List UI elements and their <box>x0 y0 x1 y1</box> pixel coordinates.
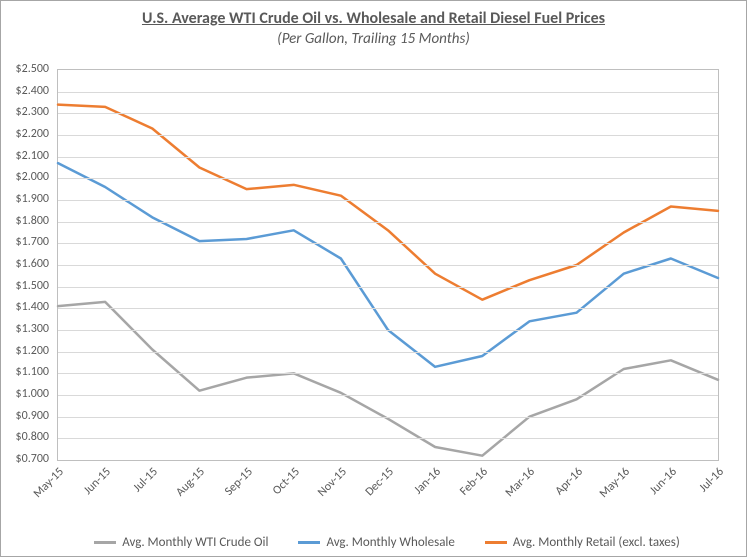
x-tick-label: Mar-16 <box>503 465 538 500</box>
y-tick-label: $2.500 <box>16 62 49 76</box>
y-tick-label: $1.500 <box>16 279 49 293</box>
y-tick-label: $0.900 <box>16 409 49 423</box>
x-tick-label: Dec-15 <box>363 465 397 499</box>
legend-item: Avg. Monthly Retail (excl. taxes) <box>485 535 680 550</box>
y-tick-label: $1.100 <box>16 365 49 379</box>
x-tick-label: May-15 <box>31 465 67 501</box>
x-tick-label: Jul-15 <box>131 465 161 495</box>
legend-item: Avg. Monthly Wholesale <box>298 535 454 550</box>
legend-swatch <box>94 541 116 544</box>
gridline <box>58 373 718 374</box>
gridline <box>58 308 718 309</box>
series-line <box>58 302 718 456</box>
gridline <box>58 92 718 93</box>
y-tick-label: $1.800 <box>16 214 49 228</box>
x-tick-label: Apr-16 <box>552 465 585 498</box>
legend: Avg. Monthly WTI Crude Oil Avg. Monthly W… <box>57 535 717 550</box>
gridline <box>58 330 718 331</box>
x-tick-label: Nov-15 <box>315 465 350 500</box>
gridline <box>58 113 718 114</box>
y-tick-label: $1.200 <box>16 344 49 358</box>
gridline <box>58 135 718 136</box>
gridline <box>58 243 718 244</box>
y-tick-label: $2.200 <box>16 127 49 141</box>
x-axis-ticks: May-15Jun-15Jul-15Aug-15Sep-15Oct-15Nov-… <box>57 463 717 533</box>
y-tick-label: $2.300 <box>16 105 49 119</box>
chart-container: U.S. Average WTI Crude Oil vs. Wholesale… <box>0 0 747 557</box>
legend-swatch <box>485 541 507 544</box>
x-tick-label: Aug-15 <box>174 465 208 499</box>
y-tick-label: $1.400 <box>16 300 49 314</box>
y-axis-ticks: $0.700$0.800$0.900$1.000$1.100$1.200$1.3… <box>1 69 53 459</box>
y-tick-label: $1.000 <box>16 387 49 401</box>
legend-label: Avg. Monthly Wholesale <box>326 535 454 550</box>
legend-item: Avg. Monthly WTI Crude Oil <box>94 535 268 550</box>
x-tick-label: Feb-16 <box>458 465 492 499</box>
legend-swatch <box>298 541 320 544</box>
y-tick-label: $1.700 <box>16 235 49 249</box>
x-tick-label: May-16 <box>597 465 633 501</box>
y-tick-label: $0.700 <box>16 452 49 466</box>
legend-label: Avg. Monthly WTI Crude Oil <box>122 535 268 550</box>
x-tick-label: Jun-16 <box>647 465 680 498</box>
y-tick-label: $1.900 <box>16 192 49 206</box>
gridline <box>58 178 718 179</box>
y-tick-label: $2.000 <box>16 170 49 184</box>
gridline <box>58 265 718 266</box>
gridline <box>58 395 718 396</box>
plot-area <box>57 69 719 461</box>
chart-title: U.S. Average WTI Crude Oil vs. Wholesale… <box>1 9 746 28</box>
gridline <box>58 417 718 418</box>
y-tick-label: $0.800 <box>16 430 49 444</box>
title-block: U.S. Average WTI Crude Oil vs. Wholesale… <box>1 1 746 48</box>
x-tick-label: Jul-16 <box>697 465 727 495</box>
gridline <box>58 157 718 158</box>
gridline <box>58 222 718 223</box>
gridline <box>58 287 718 288</box>
x-tick-label: Jan-16 <box>412 465 444 497</box>
legend-label: Avg. Monthly Retail (excl. taxes) <box>513 535 680 550</box>
y-tick-label: $2.100 <box>16 149 49 163</box>
y-tick-label: $2.400 <box>16 84 49 98</box>
gridline <box>58 200 718 201</box>
gridline <box>58 438 718 439</box>
gridline <box>58 352 718 353</box>
y-tick-label: $1.300 <box>16 322 49 336</box>
x-tick-label: Sep-15 <box>222 465 256 499</box>
y-tick-label: $1.600 <box>16 257 49 271</box>
series-line <box>58 105 718 300</box>
chart-subtitle: (Per Gallon, Trailing 15 Months) <box>1 30 746 48</box>
x-tick-label: Jun-15 <box>81 465 114 498</box>
x-tick-label: Oct-15 <box>270 465 303 498</box>
